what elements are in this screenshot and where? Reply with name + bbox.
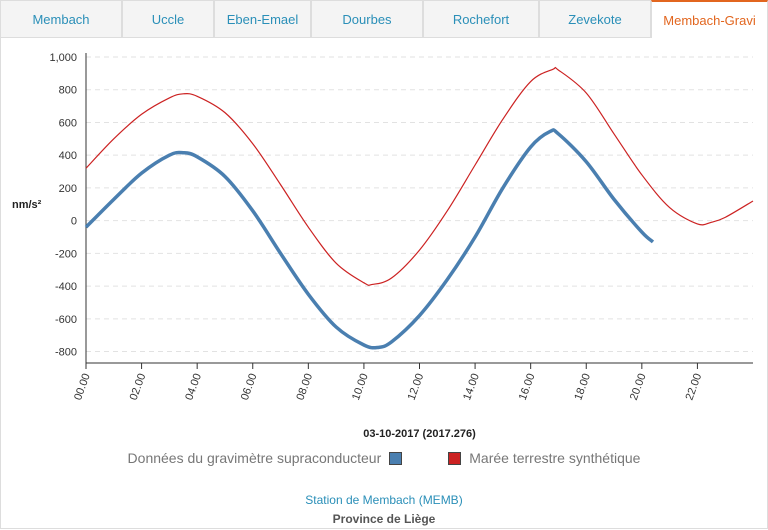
series-synthetic-tide-line (86, 67, 753, 285)
legend-item[interactable]: Marée terrestre synthétique (448, 450, 640, 466)
province-label: Province de Liège (0, 512, 768, 526)
legend-label: Marée terrestre synthétique (469, 450, 640, 466)
x-tick-label: 08.00 (294, 372, 315, 402)
y-axis-label: nm/s² (12, 199, 42, 211)
legend-item[interactable]: Données du gravimètre supraconducteur (128, 450, 403, 466)
y-tick-label: 0 (71, 216, 77, 228)
y-tick-label: 1,000 (49, 52, 77, 64)
y-tick-label: -600 (55, 314, 77, 326)
x-tick-label: 22.00 (684, 372, 705, 402)
y-tick-label: -800 (55, 347, 77, 359)
x-tick-label: 12.00 (406, 372, 427, 402)
y-tick-label: -200 (55, 248, 77, 260)
chart-legend: Données du gravimètre supraconducteur Mar… (0, 450, 768, 466)
y-tick-label: 400 (59, 150, 77, 162)
x-tick-label: 06.00 (239, 372, 260, 402)
x-axis-label: 03-10-2017 (2017.276) (363, 428, 476, 440)
x-tick-label: 00.00 (72, 372, 93, 402)
x-tick-label: 20.00 (628, 372, 649, 402)
gravity-chart: -800 -600 -400 -200 0 200 400 600 800 1,000 00.00 0… (0, 0, 768, 450)
x-tick-label: 02.00 (128, 372, 149, 402)
x-tick-label: 16.00 (517, 372, 538, 402)
x-tick-label: 04.00 (183, 372, 204, 402)
series-gravimeter-line (86, 130, 653, 348)
y-tick-label: 800 (59, 85, 77, 97)
legend-swatch (389, 452, 402, 465)
legend-swatch (448, 452, 461, 465)
y-tick-label: 600 (59, 117, 77, 129)
x-tick-label: 14.00 (461, 372, 482, 402)
station-link[interactable]: Station de Membach (MEMB) (0, 493, 768, 507)
x-tick-label: 18.00 (572, 372, 593, 402)
legend-label: Données du gravimètre supraconducteur (128, 450, 382, 466)
y-tick-label: 200 (59, 183, 77, 195)
y-tick-label: -400 (55, 281, 77, 293)
x-tick-label: 10.00 (350, 372, 371, 402)
